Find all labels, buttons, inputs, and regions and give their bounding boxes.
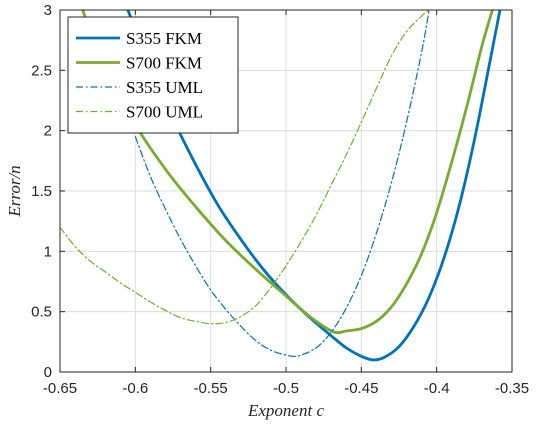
series-line-s355-uml bbox=[134, 10, 430, 357]
legend: S355 FKM S700 FKM S355 UML S700 UML bbox=[67, 16, 239, 134]
x-tick-label: -0.35 bbox=[495, 380, 529, 397]
series-line-s700-uml bbox=[60, 10, 430, 325]
x-tick-label: -0.45 bbox=[344, 380, 378, 397]
x-tick-label: -0.5 bbox=[273, 380, 299, 397]
x-tick-label: -0.6 bbox=[122, 380, 148, 397]
y-axis-label: Error/n bbox=[5, 165, 24, 217]
x-tick-label: -0.65 bbox=[43, 380, 77, 397]
series-line-s355-fkm bbox=[126, 10, 502, 362]
y-tick-label: 2.5 bbox=[31, 62, 52, 79]
legend-entry: S700 FKM bbox=[126, 54, 202, 73]
x-tick-labels: -0.65 -0.6 -0.55 -0.5 -0.45 -0.4 -0.35 bbox=[43, 380, 529, 397]
legend-box bbox=[67, 16, 239, 134]
y-tick-label: 2 bbox=[44, 123, 52, 140]
y-tick-labels: 0 0.5 1 1.5 2 2.5 3 bbox=[31, 2, 52, 381]
series-line-s700-fkm bbox=[81, 10, 494, 335]
y-tick-label: 1 bbox=[44, 243, 52, 260]
legend-entry: S700 UML bbox=[126, 103, 203, 122]
legend-entry: S355 FKM bbox=[126, 29, 202, 48]
y-tick-label: 1.5 bbox=[31, 183, 52, 200]
y-tick-label: 3 bbox=[44, 2, 52, 19]
legend-entry: S355 UML bbox=[126, 78, 203, 97]
x-tick-label: -0.4 bbox=[424, 380, 450, 397]
x-axis-label: Exponent c bbox=[247, 401, 324, 420]
y-tick-label: 0.5 bbox=[31, 304, 52, 321]
y-tick-label: 0 bbox=[44, 364, 52, 381]
series-group bbox=[60, 10, 502, 362]
tick-marks bbox=[59, 9, 513, 373]
x-tick-label: -0.55 bbox=[194, 380, 228, 397]
